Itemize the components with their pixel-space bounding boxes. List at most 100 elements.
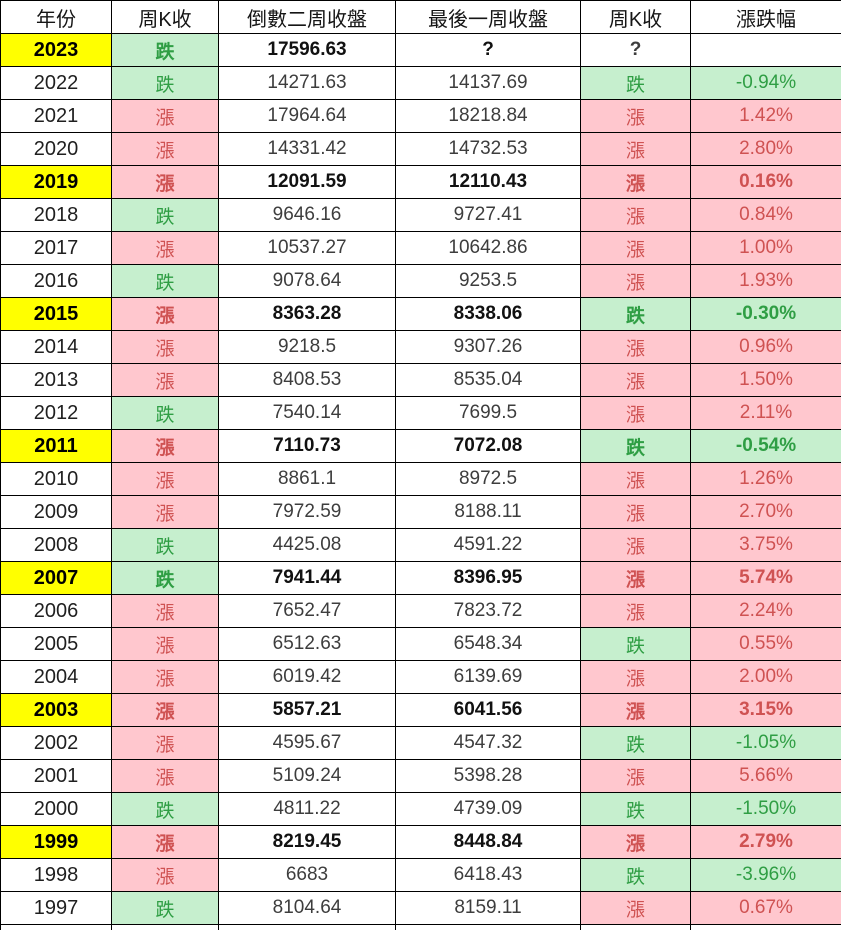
second-last-week-close-cell: 8861.1 <box>218 462 396 496</box>
table-row: 2013 漲 8408.53 8535.04 漲 1.50% <box>0 363 841 397</box>
last-week-close-cell: 12110.43 <box>395 165 581 199</box>
second-last-week-close-cell: 9646.16 <box>218 198 396 232</box>
year-cell: 1999 <box>0 825 112 859</box>
table-row: 2019 漲 12091.59 12110.43 漲 0.16% <box>0 165 841 199</box>
weekly-k-first-cell: 漲 <box>111 759 219 793</box>
table-row: 2016 跌 9078.64 9253.5 漲 1.93% <box>0 264 841 298</box>
change-percent-cell: 0.67% <box>690 891 841 925</box>
year-cell: 1997 <box>0 891 112 925</box>
change-percent-cell: 1.26% <box>690 462 841 496</box>
table-row: 2020 漲 14331.42 14732.53 漲 2.80% <box>0 132 841 166</box>
second-last-week-close-cell: 4811.22 <box>218 792 396 826</box>
second-last-week-close-cell: 14271.63 <box>218 66 396 100</box>
table-row: 2005 漲 6512.63 6548.34 跌 0.55% <box>0 627 841 661</box>
change-percent-cell <box>690 33 841 67</box>
change-percent-cell: 3.15% <box>690 693 841 727</box>
table-row: 2012 跌 7540.14 7699.5 漲 2.11% <box>0 396 841 430</box>
year-cell: 2012 <box>0 396 112 430</box>
second-last-week-close-cell: 4425.08 <box>218 528 396 562</box>
table-row: 2017 漲 10537.27 10642.86 漲 1.00% <box>0 231 841 265</box>
second-last-week-close-cell: 9218.5 <box>218 330 396 364</box>
year-cell: 2013 <box>0 363 112 397</box>
year-cell: 2014 <box>0 330 112 364</box>
last-week-close-cell: 8448.84 <box>395 825 581 859</box>
second-last-week-close-cell: 14331.42 <box>218 132 396 166</box>
year-cell: 2017 <box>0 231 112 265</box>
last-week-close-cell: 9307.26 <box>395 330 581 364</box>
second-last-week-close-cell: 8363.28 <box>218 297 396 331</box>
table-row: 2022 跌 14271.63 14137.69 跌 -0.94% <box>0 66 841 100</box>
column-header-1: 周K收 <box>111 0 219 34</box>
second-last-week-close-cell: 7110.73 <box>218 429 396 463</box>
last-week-close-cell: 4591.22 <box>395 528 581 562</box>
weekly-k-first-cell: 跌 <box>111 561 219 595</box>
year-cell: 2021 <box>0 99 112 133</box>
year-cell: 2006 <box>0 594 112 628</box>
year-cell: 2015 <box>0 297 112 331</box>
weekly-k-last-cell: 漲 <box>580 561 691 595</box>
second-last-week-close-cell: 8219.45 <box>218 825 396 859</box>
table-row: 1998 漲 6683 6418.43 跌 -3.96% <box>0 858 841 892</box>
weekly-k-first-cell: 跌 <box>111 396 219 430</box>
year-cell: 2008 <box>0 528 112 562</box>
table-row: 2009 漲 7972.59 8188.11 漲 2.70% <box>0 495 841 529</box>
year-cell: 2005 <box>0 627 112 661</box>
last-week-close-cell: 7823.72 <box>395 594 581 628</box>
change-percent-cell: 0.16% <box>690 165 841 199</box>
second-last-week-close-cell: 17964.64 <box>218 99 396 133</box>
year-cell: 2011 <box>0 429 112 463</box>
table-row: 2002 漲 4595.67 4547.32 跌 -1.05% <box>0 726 841 760</box>
year-cell: 2002 <box>0 726 112 760</box>
weekly-k-last-cell: 跌 <box>580 429 691 463</box>
weekly-k-last-cell: 漲 <box>580 759 691 793</box>
weekly-k-first-cell: 跌 <box>111 33 219 67</box>
table-row: 2004 漲 6019.42 6139.69 漲 2.00% <box>0 660 841 694</box>
second-last-week-close-cell: 5857.21 <box>218 693 396 727</box>
last-week-close-cell: 14137.69 <box>395 66 581 100</box>
table-row: 2010 漲 8861.1 8972.5 漲 1.26% <box>0 462 841 496</box>
table-row: 2007 跌 7941.44 8396.95 漲 5.74% <box>0 561 841 595</box>
weekly-k-last-cell: 跌 <box>580 627 691 661</box>
change-percent-cell: -1.50% <box>690 792 841 826</box>
table-row: 2006 漲 7652.47 7823.72 漲 2.24% <box>0 594 841 628</box>
second-last-week-close-cell: 7652.47 <box>218 594 396 628</box>
empty-cell <box>111 924 219 930</box>
last-week-close-cell: 9727.41 <box>395 198 581 232</box>
weekly-k-first-cell: 跌 <box>111 264 219 298</box>
last-week-close-cell: 8159.11 <box>395 891 581 925</box>
second-last-week-close-cell: 5109.24 <box>218 759 396 793</box>
weekly-k-first-cell: 漲 <box>111 726 219 760</box>
weekly-k-first-cell: 漲 <box>111 495 219 529</box>
weekly-k-first-cell: 漲 <box>111 825 219 859</box>
weekly-k-last-cell: 漲 <box>580 132 691 166</box>
year-cell: 2004 <box>0 660 112 694</box>
column-header-3: 最後一周收盤 <box>395 0 581 34</box>
second-last-week-close-cell: 4595.67 <box>218 726 396 760</box>
last-week-close-cell: 7699.5 <box>395 396 581 430</box>
empty-cell <box>0 924 112 930</box>
table-row: 2008 跌 4425.08 4591.22 漲 3.75% <box>0 528 841 562</box>
weekly-k-first-cell: 漲 <box>111 330 219 364</box>
last-week-close-cell: 6139.69 <box>395 660 581 694</box>
column-header-2: 倒數二周收盤 <box>218 0 396 34</box>
empty-cell <box>395 924 581 930</box>
last-week-close-cell: 4547.32 <box>395 726 581 760</box>
second-last-week-close-cell: 6683 <box>218 858 396 892</box>
last-week-close-cell: 8188.11 <box>395 495 581 529</box>
weekly-k-last-cell: 漲 <box>580 330 691 364</box>
last-week-close-cell: 8396.95 <box>395 561 581 595</box>
table-row: 2021 漲 17964.64 18218.84 漲 1.42% <box>0 99 841 133</box>
weekly-k-first-cell: 漲 <box>111 132 219 166</box>
weekly-k-first-cell: 跌 <box>111 66 219 100</box>
column-header-4: 周K收 <box>580 0 691 34</box>
last-week-close-cell: 18218.84 <box>395 99 581 133</box>
last-week-close-cell: 6548.34 <box>395 627 581 661</box>
weekly-k-last-cell: 漲 <box>580 825 691 859</box>
weekly-k-first-cell: 漲 <box>111 693 219 727</box>
last-week-close-cell: ? <box>395 33 581 67</box>
last-week-close-cell: 6418.43 <box>395 858 581 892</box>
table-row: 2003 漲 5857.21 6041.56 漲 3.15% <box>0 693 841 727</box>
weekly-k-last-cell: 跌 <box>580 726 691 760</box>
